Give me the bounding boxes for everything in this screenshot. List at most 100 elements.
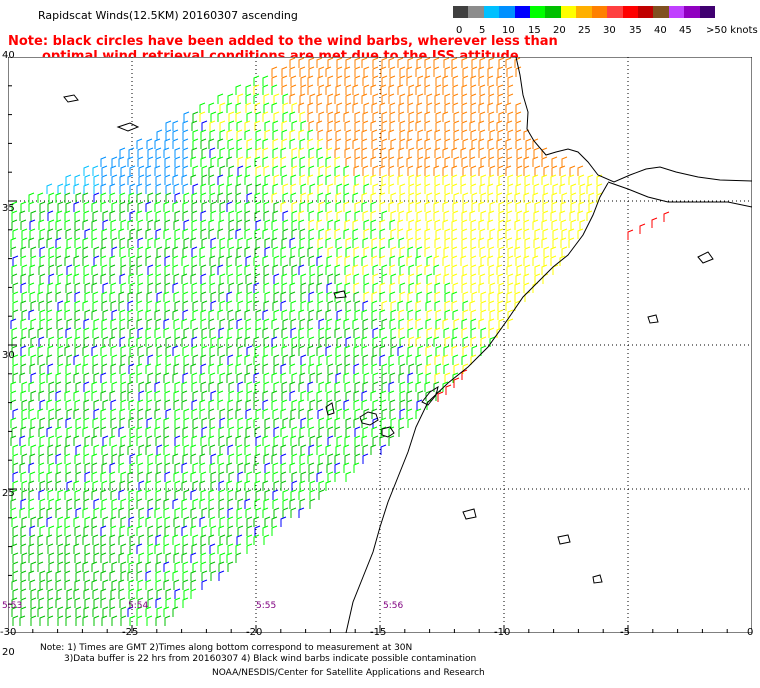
wind-barb xyxy=(118,489,125,500)
wind-barb xyxy=(128,579,135,590)
wind-barb xyxy=(388,381,395,392)
wind-barb xyxy=(38,300,45,311)
wind-barb xyxy=(236,264,243,275)
wind-barb xyxy=(118,156,125,167)
wind-barb xyxy=(317,75,324,86)
wind-barb xyxy=(227,273,234,284)
wind-barb xyxy=(380,129,387,140)
wind-barb xyxy=(344,255,351,266)
wind-barb xyxy=(272,156,279,167)
wind-barb xyxy=(272,471,279,482)
wind-barb xyxy=(155,210,162,221)
wind-barb xyxy=(21,381,28,392)
wind-barb xyxy=(316,444,323,455)
wind-barb xyxy=(307,138,314,149)
wind-barb xyxy=(174,435,181,446)
wind-barb xyxy=(156,444,163,455)
wind-barb xyxy=(37,588,44,599)
wind-barb xyxy=(46,516,53,527)
wind-barb xyxy=(390,192,397,203)
wind-barb xyxy=(380,390,387,401)
wind-barb xyxy=(119,480,126,491)
wind-barb xyxy=(137,282,144,293)
wind-barb xyxy=(37,561,44,572)
wind-barb xyxy=(318,354,325,365)
wind-barb xyxy=(289,282,296,293)
wind-barb xyxy=(218,462,225,473)
wind-barb xyxy=(327,363,334,374)
wind-barb xyxy=(46,579,53,590)
wind-barb xyxy=(262,408,269,419)
wind-barb xyxy=(263,372,270,383)
wind-barb xyxy=(371,426,378,437)
wind-barb xyxy=(596,192,603,203)
wind-barb xyxy=(334,327,341,338)
wind-barb xyxy=(56,309,63,320)
wind-barb xyxy=(11,327,18,338)
wind-barb xyxy=(129,615,136,626)
wind-barb xyxy=(497,66,504,77)
wind-barb xyxy=(28,498,35,509)
wind-barb xyxy=(163,435,170,446)
wind-barb xyxy=(452,354,459,365)
wind-barb xyxy=(471,201,478,212)
wind-barb xyxy=(444,228,451,239)
wind-barb xyxy=(343,174,350,185)
wind-barb xyxy=(343,318,350,329)
wind-barb xyxy=(551,156,558,167)
wind-barb xyxy=(83,381,90,392)
wind-barb xyxy=(119,408,126,419)
wind-barb xyxy=(334,273,341,284)
wind-barb xyxy=(145,381,152,392)
wind-barb xyxy=(109,471,116,482)
wind-barb xyxy=(291,336,298,347)
wind-barb xyxy=(39,210,46,221)
wind-barb xyxy=(372,93,379,104)
wind-barb xyxy=(164,273,171,284)
wind-barb xyxy=(57,417,64,428)
wind-barb xyxy=(388,363,395,374)
wind-barb xyxy=(309,498,316,509)
wind-barb xyxy=(426,129,433,140)
colorbar-swatch xyxy=(622,6,639,18)
wind-barb xyxy=(424,174,431,185)
wind-barb xyxy=(138,552,145,563)
wind-barb xyxy=(435,84,442,95)
wind-barb xyxy=(129,597,136,608)
wind-barb xyxy=(172,570,179,581)
wind-barb xyxy=(228,318,235,329)
wind-barb xyxy=(84,579,91,590)
wind-barb xyxy=(154,381,161,392)
wind-barb xyxy=(336,255,343,266)
wind-barb xyxy=(470,309,477,320)
wind-barb xyxy=(371,309,378,320)
wind-barb xyxy=(137,408,144,419)
wind-barb xyxy=(235,543,242,554)
wind-barb xyxy=(281,273,288,284)
wind-barb xyxy=(335,444,342,455)
wind-barb xyxy=(289,138,296,149)
wind-barb xyxy=(442,318,449,329)
wind-barb xyxy=(11,264,18,275)
wind-barb xyxy=(209,147,216,158)
wind-barb xyxy=(497,93,504,104)
wind-barb xyxy=(488,273,495,284)
wind-barb xyxy=(109,291,116,302)
wind-barb xyxy=(334,291,341,302)
wind-barb xyxy=(227,561,234,572)
wind-barb xyxy=(236,318,243,329)
wind-barb xyxy=(181,462,188,473)
wind-barb xyxy=(128,516,135,527)
wind-barb xyxy=(164,219,171,230)
wind-barb xyxy=(218,219,225,230)
wind-barb xyxy=(118,462,125,473)
wind-barb xyxy=(136,291,143,302)
wind-barb xyxy=(120,615,127,626)
wind-barb xyxy=(390,210,397,221)
wind-barb xyxy=(579,192,586,203)
wind-barb xyxy=(415,219,422,230)
wind-barb xyxy=(82,345,89,356)
wind-barb xyxy=(218,507,225,518)
wind-barb xyxy=(129,435,136,446)
axis-ticks xyxy=(8,57,752,633)
